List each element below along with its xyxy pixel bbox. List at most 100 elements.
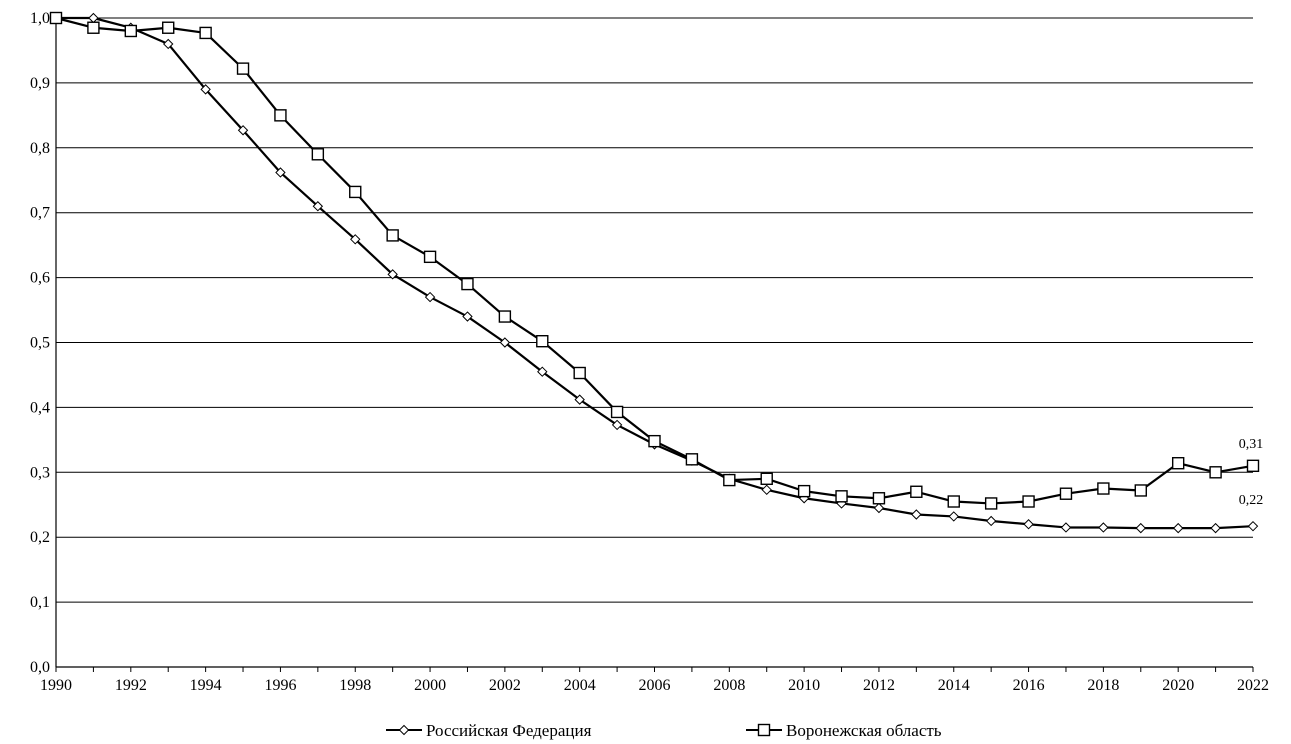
data-point bbox=[685, 453, 699, 466]
data-point bbox=[1210, 522, 1221, 534]
legend-marker bbox=[398, 724, 410, 736]
data-point bbox=[574, 394, 585, 405]
data-point bbox=[350, 234, 361, 245]
x-tick-label: 2014 bbox=[938, 677, 970, 694]
data-point bbox=[1060, 522, 1072, 533]
data-point bbox=[236, 62, 250, 75]
x-tick-label: 2006 bbox=[639, 677, 671, 694]
legend-marker bbox=[757, 723, 771, 737]
data-point bbox=[349, 185, 362, 199]
data-point bbox=[499, 337, 511, 348]
data-point bbox=[274, 109, 287, 122]
y-tick-label: 0,7 bbox=[30, 205, 50, 222]
y-tick-label: 0,9 bbox=[30, 75, 50, 92]
data-point bbox=[1097, 482, 1110, 495]
data-point bbox=[49, 11, 63, 25]
legend-item: Воронежская область bbox=[746, 721, 942, 740]
x-tick-label: 1998 bbox=[339, 677, 371, 694]
data-point bbox=[610, 405, 624, 419]
x-tick-label: 2000 bbox=[414, 677, 446, 694]
data-point bbox=[1209, 466, 1222, 479]
data-point bbox=[648, 434, 661, 448]
data-point bbox=[872, 492, 886, 505]
data-point bbox=[873, 502, 885, 514]
data-point bbox=[947, 495, 960, 508]
data-point bbox=[984, 497, 998, 510]
data-point bbox=[124, 24, 138, 38]
x-tick-label: 2004 bbox=[564, 677, 596, 694]
data-point bbox=[163, 38, 174, 50]
legend: Российская Федерация Воронежская область bbox=[386, 721, 942, 740]
y-axis-ticks: 0,0 0,1 0,2 0,3 0,4 0,5 0,6 0,7 0,8 0,9 1,0 bbox=[30, 10, 50, 676]
data-point bbox=[536, 335, 549, 348]
data-point bbox=[797, 484, 811, 498]
x-axis-ticks: 1990 1992 1994 1996 1998 2000 2002 2004 2006 2008… bbox=[40, 667, 1269, 694]
x-tick-label: 1996 bbox=[264, 677, 296, 694]
data-point bbox=[760, 472, 773, 485]
data-point bbox=[498, 310, 512, 323]
data-label: 0,22 bbox=[1239, 493, 1264, 508]
data-point bbox=[1135, 522, 1146, 534]
data-point bbox=[761, 484, 772, 496]
x-tick-label: 1992 bbox=[115, 677, 147, 694]
data-point bbox=[1134, 484, 1147, 497]
data-point bbox=[1023, 519, 1034, 530]
data-point bbox=[312, 201, 324, 212]
legend-item: Российская Федерация bbox=[386, 721, 592, 740]
series-1 bbox=[49, 11, 1260, 510]
data-point bbox=[910, 485, 923, 498]
series-line bbox=[56, 16, 1254, 530]
y-tick-label: 0,4 bbox=[30, 399, 50, 416]
data-point bbox=[387, 269, 398, 280]
data-point bbox=[911, 509, 922, 520]
y-tick-label: 0,1 bbox=[30, 594, 50, 611]
y-tick-label: 0,6 bbox=[30, 270, 50, 287]
series-0 bbox=[50, 12, 1259, 534]
y-tick-label: 0,5 bbox=[30, 335, 50, 352]
legend-label: Воронежская область bbox=[786, 721, 942, 740]
data-point bbox=[1022, 495, 1035, 508]
data-point bbox=[948, 511, 959, 522]
data-point bbox=[311, 148, 325, 161]
x-tick-label: 2016 bbox=[1013, 677, 1045, 694]
y-tick-label: 0,3 bbox=[30, 464, 50, 481]
data-point bbox=[386, 229, 399, 242]
data-point bbox=[1172, 522, 1184, 534]
x-tick-label: 2008 bbox=[713, 677, 745, 694]
data-point bbox=[573, 366, 586, 380]
y-tick-label: 0,2 bbox=[30, 529, 50, 546]
data-point bbox=[424, 291, 436, 303]
data-point bbox=[1171, 457, 1185, 470]
data-point bbox=[1059, 487, 1073, 500]
data-point bbox=[1098, 522, 1109, 533]
x-tick-label: 2012 bbox=[863, 677, 895, 694]
data-point bbox=[835, 490, 848, 503]
data-point bbox=[537, 366, 548, 377]
data-point bbox=[88, 12, 99, 24]
y-tick-label: 0,0 bbox=[30, 659, 50, 676]
series-layer bbox=[49, 11, 1260, 534]
x-tick-label: 2022 bbox=[1237, 677, 1269, 694]
data-point bbox=[462, 311, 473, 322]
data-point bbox=[199, 26, 212, 40]
data-point bbox=[200, 84, 211, 95]
series-line bbox=[55, 16, 1254, 505]
x-tick-label: 1990 bbox=[40, 677, 72, 694]
data-label: 0,31 bbox=[1239, 437, 1264, 452]
data-point bbox=[1247, 520, 1259, 532]
grid-lines bbox=[56, 17, 1253, 603]
x-tick-label: 2020 bbox=[1162, 677, 1194, 694]
data-point bbox=[461, 277, 474, 291]
data-point bbox=[162, 21, 175, 34]
data-point bbox=[423, 250, 437, 264]
data-point bbox=[611, 419, 623, 431]
data-point bbox=[723, 473, 736, 487]
data-point bbox=[1246, 459, 1260, 473]
data-point bbox=[87, 21, 100, 34]
x-tick-label: 1994 bbox=[190, 677, 222, 694]
annotations: 0,31 0,22 bbox=[1239, 437, 1264, 508]
data-point bbox=[237, 125, 249, 136]
y-tick-label: 1,0 bbox=[30, 10, 50, 27]
legend-label: Российская Федерация bbox=[426, 721, 592, 740]
